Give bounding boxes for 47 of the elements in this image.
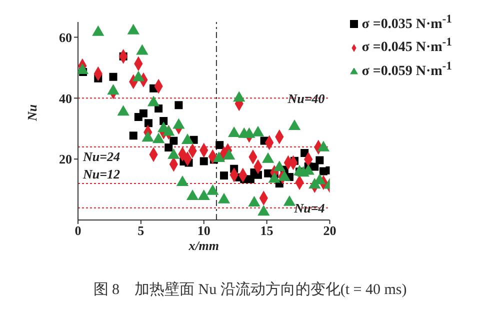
x-tick-label: 10 [197, 223, 210, 238]
ref-line-label: Nu=40 [286, 90, 326, 106]
point [176, 176, 189, 186]
point [164, 144, 173, 152]
x-axis-title: x/mm [188, 238, 220, 253]
point [181, 133, 194, 144]
point [129, 132, 138, 140]
point [174, 101, 183, 110]
legend-label: σ =0.059 N·m$^{-1}$ [362, 59, 452, 79]
point [273, 160, 286, 172]
legend-label: σ =0.035 N·m$^{-1}$ [362, 12, 452, 32]
point [200, 157, 208, 166]
point [283, 195, 296, 206]
legend-label: σ =0.045 N·m$^{-1}$ [362, 36, 452, 56]
point [186, 190, 199, 200]
point [258, 205, 270, 216]
point [222, 149, 236, 160]
point [268, 172, 280, 183]
point [218, 192, 230, 204]
x-tick-label: 15 [260, 223, 274, 238]
point [317, 140, 330, 152]
text: 图 8 加热壁面 Nu 沿流动方向的变化(t = 40 ms) [92, 280, 408, 299]
point [254, 170, 262, 179]
point [144, 119, 152, 128]
point [278, 170, 290, 181]
x-tick-label: 0 [74, 223, 82, 238]
x-tick-label: 5 [138, 223, 145, 238]
y-tick-label: 60 [59, 30, 72, 45]
point [248, 196, 260, 206]
point [198, 190, 210, 200]
ref-line-label: Nu=4 [293, 200, 326, 216]
x-tick-label: 20 [323, 223, 336, 238]
ref-line-label: Nu=12 [82, 166, 121, 182]
point [109, 72, 118, 81]
y-axis-title: Nu [24, 104, 40, 122]
ref-line-label: Nu=24 [82, 149, 121, 164]
y-tick-label: 20 [59, 152, 72, 167]
point [139, 109, 148, 118]
y-tick-label: 40 [59, 90, 72, 106]
point [262, 152, 274, 163]
point [316, 156, 324, 164]
point [216, 141, 224, 150]
point [206, 184, 219, 195]
point [152, 132, 165, 144]
point [170, 136, 178, 145]
point [142, 131, 154, 142]
point [220, 172, 228, 180]
